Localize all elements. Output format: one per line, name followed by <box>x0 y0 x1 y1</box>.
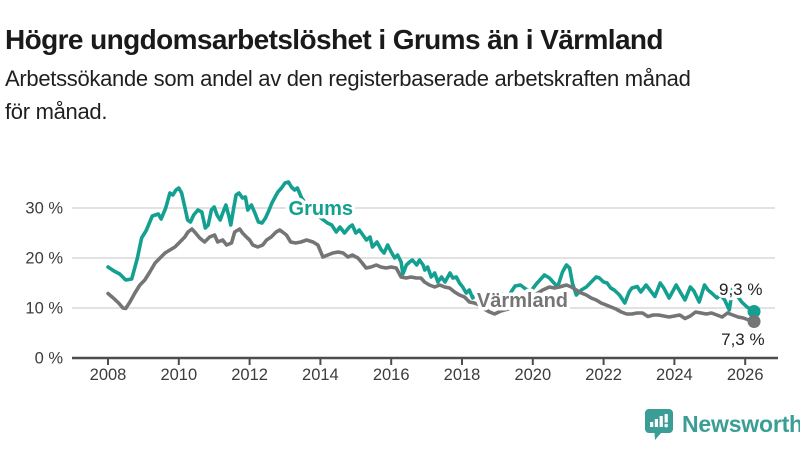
newsworthy-logo-text: Newsworthy <box>682 411 800 437</box>
x-tick-label: 2022 <box>585 366 622 384</box>
y-tick-label: 10 % <box>25 300 63 318</box>
vrmland-series-label: Värmland <box>477 290 568 312</box>
grums-series-label: Grums <box>289 198 353 220</box>
vrmland-line <box>106 227 756 324</box>
chart-subtitle: Arbetssökande som andel av den registerb… <box>5 62 800 128</box>
vrmland-end-dot <box>747 315 761 328</box>
grums-line <box>106 180 756 314</box>
grums-end-dot <box>747 305 761 318</box>
y-tick-label: 0 % <box>35 350 64 368</box>
bar-chart-speech-bubble-icon <box>645 409 673 440</box>
x-tick-label: 2016 <box>373 366 410 384</box>
vrmland-end-value-label: 7,3 % <box>721 330 764 349</box>
chart-subtitle-line1: Arbetssökande som andel av den registerb… <box>5 66 691 91</box>
x-tick-label: 2014 <box>302 366 339 384</box>
grums-end-value-label: 9,3 % <box>719 280 762 299</box>
y-tick-label: 20 % <box>25 250 63 268</box>
chart-subtitle-line2: för månad. <box>5 99 108 124</box>
x-tick-label: 2020 <box>514 366 551 384</box>
unemployment-chart: 2008 2010 2012 2014 2016 2018 2020 2022 2024 2026… <box>25 180 778 384</box>
newsworthy-logo[interactable]: Newsworthy <box>644 408 800 441</box>
x-tick-label: 2012 <box>231 366 268 384</box>
y-tick-label: 30 % <box>25 200 63 218</box>
x-tick-label: 2008 <box>90 366 127 384</box>
x-tick-label: 2024 <box>656 366 693 384</box>
x-tick-label: 2018 <box>444 366 481 384</box>
page-title: Högre ungdomsarbetslöshet i Grums än i V… <box>5 23 664 55</box>
x-tick-label: 2010 <box>160 366 197 384</box>
x-tick-label: 2026 <box>727 366 764 384</box>
